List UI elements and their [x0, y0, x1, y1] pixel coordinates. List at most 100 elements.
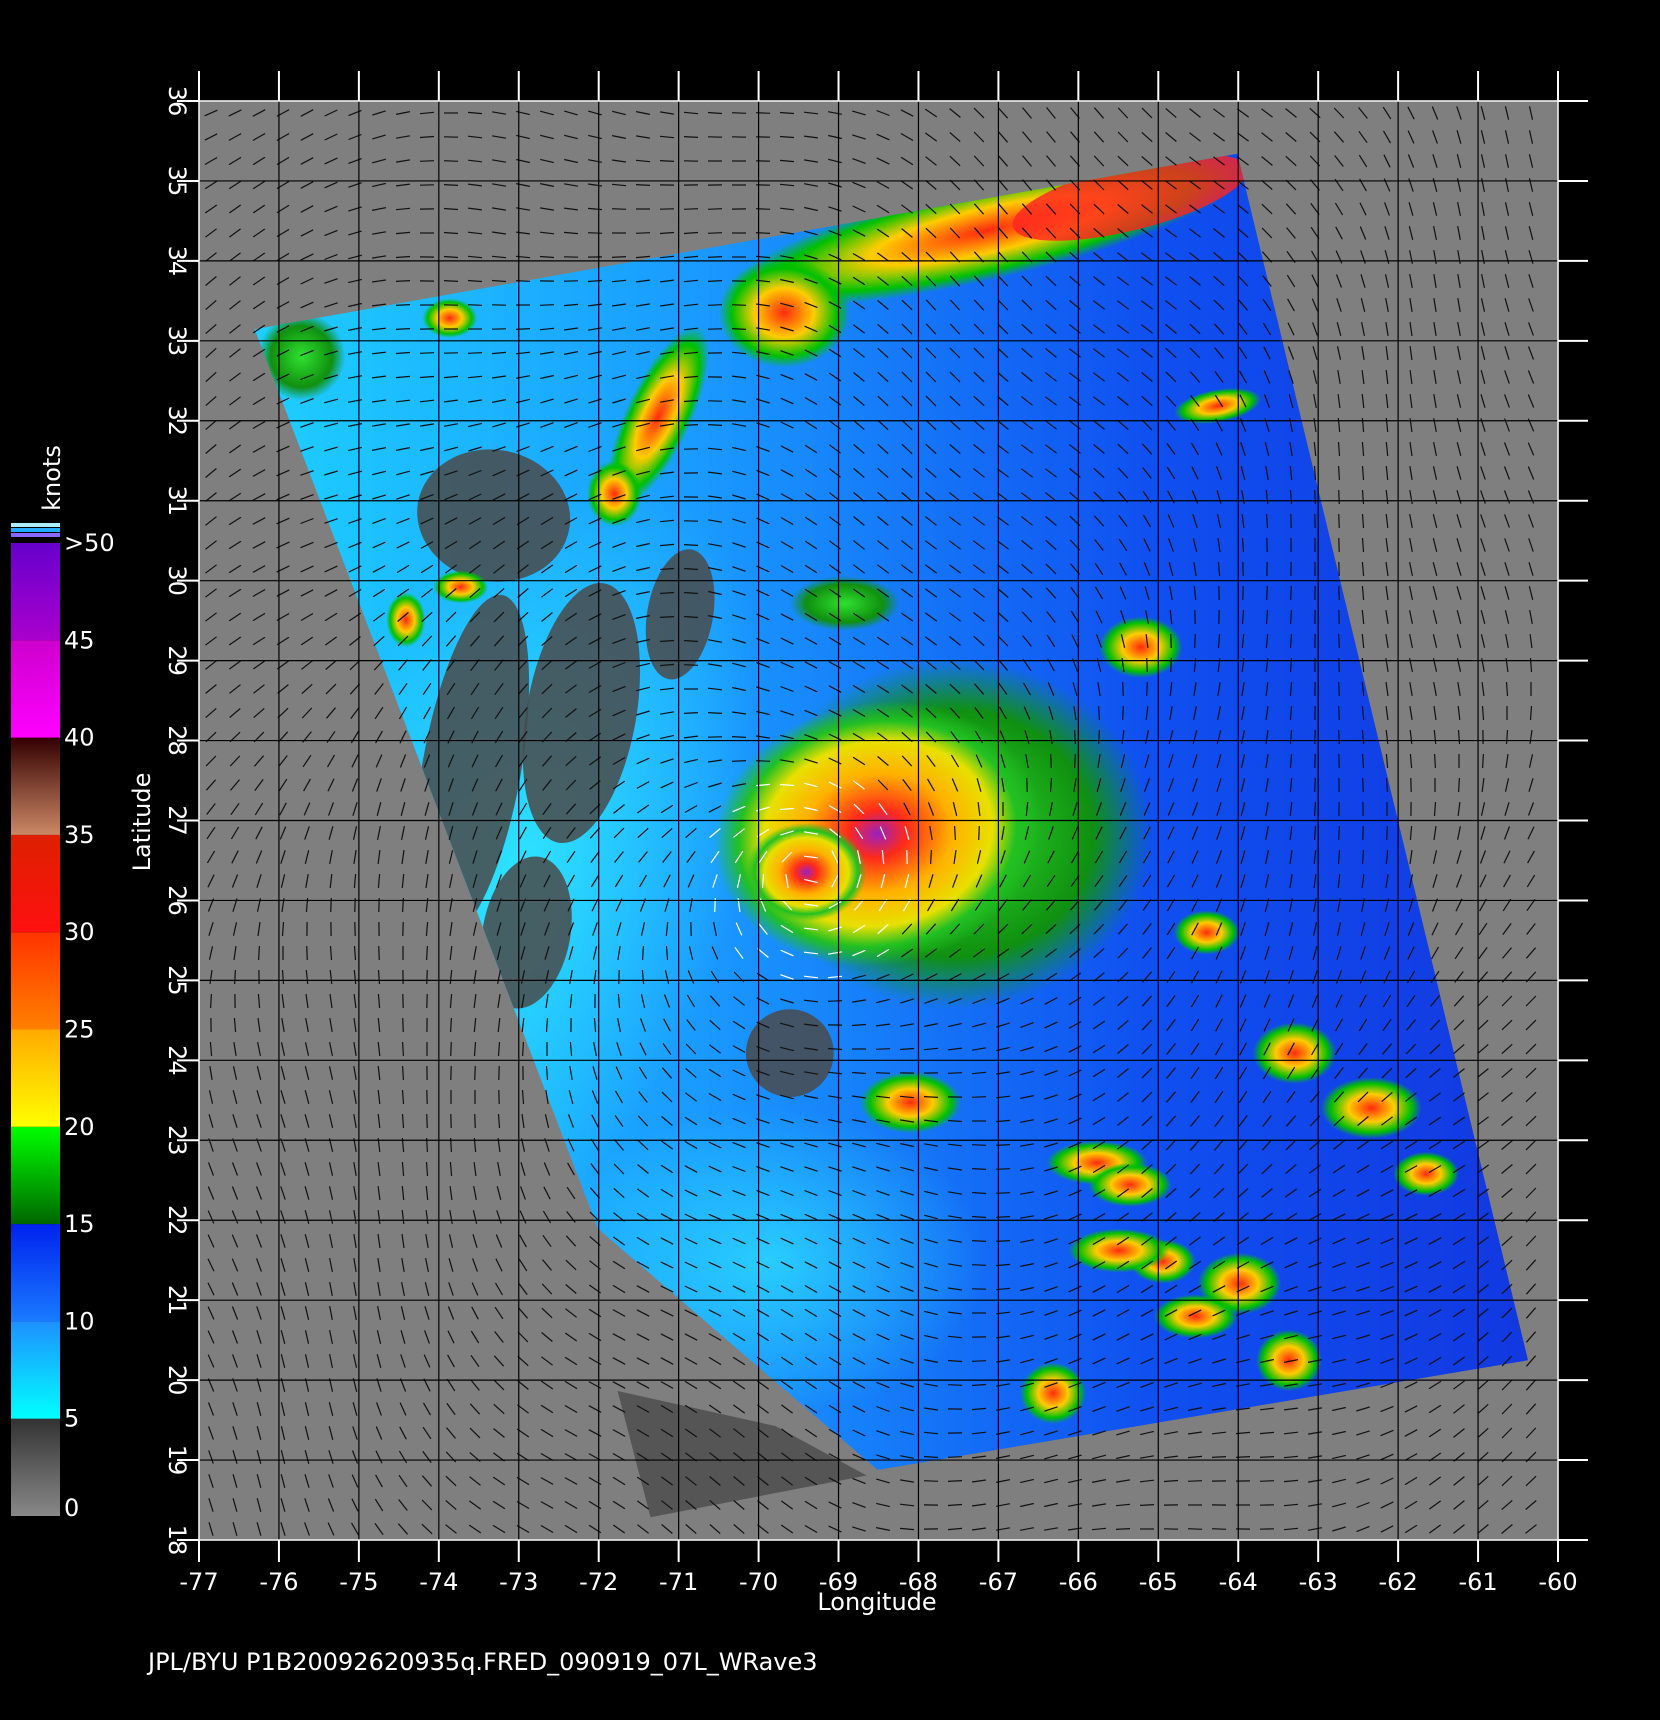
wind-barb — [1501, 1403, 1513, 1415]
wind-barb — [1336, 298, 1342, 312]
wind-barb — [828, 1189, 842, 1197]
wind-barb — [1260, 1285, 1274, 1293]
wind-barb — [923, 1143, 939, 1147]
wind-barb — [1022, 874, 1032, 888]
wind-barb — [804, 1189, 818, 1197]
wind-barb — [1262, 1066, 1272, 1080]
wind-barb — [1262, 298, 1272, 312]
wind-barb — [520, 970, 526, 984]
wind-barb — [876, 998, 890, 1004]
wind-barb — [1214, 394, 1224, 408]
wind-barb — [947, 1072, 963, 1074]
wind-barb — [252, 372, 266, 382]
wind-barb — [541, 707, 553, 719]
wind-barb — [589, 1187, 601, 1199]
wind-barb — [231, 1282, 239, 1296]
wind-barb — [402, 1017, 404, 1033]
wind-barb — [901, 540, 913, 550]
wind-barb — [1163, 1431, 1179, 1435]
wind-barb — [1409, 730, 1413, 744]
wind-barb — [1404, 1116, 1418, 1126]
y-tick-label: 30 — [163, 565, 191, 596]
wind-barb — [1120, 778, 1126, 792]
wind-barb — [1045, 372, 1057, 382]
wind-barb — [856, 874, 862, 888]
wind-barb — [1237, 1187, 1249, 1199]
wind-barb — [328, 1114, 334, 1128]
wind-barb — [375, 754, 383, 768]
wind-barb — [901, 395, 913, 407]
wind-barb — [877, 371, 889, 383]
x-tick-label: -74 — [419, 1568, 458, 1596]
wind-barb — [925, 707, 937, 719]
wind-barb — [1044, 1214, 1058, 1220]
wind-barb — [780, 974, 794, 980]
wind-barb — [1117, 923, 1129, 935]
wind-barb — [280, 874, 286, 888]
wind-barb — [1092, 1333, 1106, 1341]
wind-barb — [1504, 250, 1510, 264]
wind-barb — [1120, 634, 1126, 648]
wind-barb — [232, 1426, 238, 1440]
wind-barb — [565, 1235, 577, 1247]
wind-barb — [876, 588, 890, 598]
wind-barb — [1264, 922, 1270, 936]
wind-barb — [1070, 586, 1080, 600]
wind-barb — [1501, 1331, 1513, 1343]
wind-barb — [1501, 1043, 1513, 1055]
wind-barb — [876, 1430, 890, 1436]
wind-barb — [304, 1090, 310, 1104]
wind-barb — [467, 375, 483, 379]
wind-barb — [255, 1186, 263, 1200]
wind-barb — [257, 993, 261, 1009]
wind-barb — [1481, 201, 1485, 217]
cell — [1012, 154, 1248, 241]
wind-barb — [1215, 994, 1223, 1008]
wind-barb — [1385, 586, 1389, 600]
wind-barb — [566, 827, 576, 839]
wind-barb — [1525, 1067, 1537, 1079]
wind-barb — [972, 1455, 986, 1459]
wind-barb — [252, 517, 266, 525]
grid: -77 -76 -75 -74 -73 -72 -71 -70 -69 -68 -67 -66 -65-… — [163, 71, 1588, 1596]
wind-barb — [1166, 1067, 1176, 1079]
wind-barb — [997, 371, 1009, 383]
wind-barb — [256, 1522, 262, 1536]
wind-barb — [828, 781, 842, 789]
wind-barb — [1044, 997, 1058, 1005]
wind-barb — [1260, 1334, 1274, 1340]
wind-barb — [1528, 202, 1534, 216]
wind-barb — [353, 1113, 357, 1129]
wind-barb — [1119, 826, 1127, 840]
wind-barb — [732, 1237, 746, 1245]
wind-barb — [1117, 107, 1129, 119]
wind-barb — [1167, 850, 1175, 864]
wind-barb — [1141, 419, 1153, 431]
wind-barb — [1457, 706, 1461, 720]
wind-barb — [1117, 1164, 1129, 1174]
wind-barb — [541, 755, 553, 767]
wind-barb — [712, 874, 718, 888]
wind-barb — [324, 398, 338, 404]
wind-barb — [1141, 276, 1153, 286]
wind-barb — [804, 1118, 818, 1124]
wind-barb — [564, 540, 578, 550]
wind-barb — [1527, 346, 1535, 360]
wind-barb — [588, 134, 602, 140]
wind-barb — [636, 638, 650, 644]
wind-barb — [1433, 706, 1437, 720]
wind-barb — [1404, 1476, 1418, 1486]
wind-barb — [876, 612, 890, 622]
wind-barb — [1501, 995, 1513, 1007]
wind-barb — [1165, 371, 1177, 383]
wind-barb — [401, 1185, 405, 1201]
wind-barb — [1285, 1115, 1297, 1127]
wind-barb — [1361, 465, 1365, 481]
wind-barb — [1477, 1236, 1489, 1246]
wind-barb — [853, 516, 865, 526]
wind-barb — [1068, 1333, 1082, 1341]
wind-barb — [300, 565, 314, 573]
wind-barb — [804, 782, 818, 788]
wind-barb — [1385, 489, 1389, 505]
wind-barb — [780, 1022, 794, 1028]
